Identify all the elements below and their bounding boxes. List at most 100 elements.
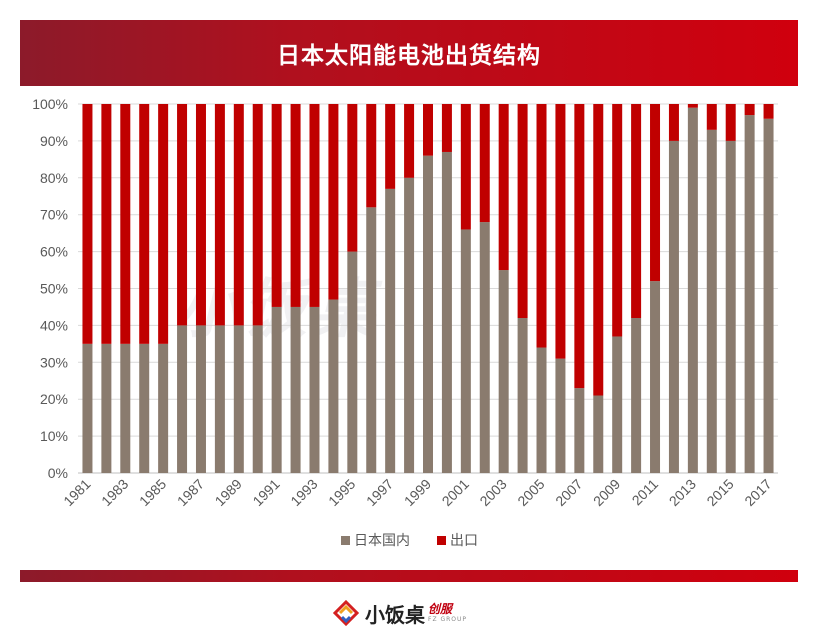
- x-tick-label: 2017: [741, 476, 774, 509]
- bar-export: [517, 104, 528, 319]
- bar-domestic: [82, 343, 93, 473]
- bar-export: [706, 104, 717, 130]
- bar-domestic: [725, 140, 736, 473]
- bar-domestic: [706, 129, 717, 473]
- y-tick-label: 90%: [40, 133, 68, 149]
- bar-domestic: [687, 107, 698, 473]
- x-tick-label: 1999: [401, 476, 434, 509]
- bar-export: [252, 104, 263, 326]
- bar-domestic: [214, 325, 225, 473]
- bar-domestic: [101, 343, 112, 473]
- bar-export: [177, 104, 188, 326]
- bar-export: [82, 104, 93, 344]
- bar-domestic: [498, 270, 509, 473]
- bar-domestic: [555, 358, 566, 473]
- bar-domestic: [404, 177, 415, 474]
- x-tick-label: 2003: [476, 476, 509, 509]
- bar-export: [385, 104, 396, 189]
- bar-domestic: [441, 151, 452, 473]
- bar-export: [668, 104, 679, 141]
- bar-domestic: [177, 325, 188, 473]
- logo-sub: 创服 FZ GROUP: [428, 603, 467, 623]
- x-tick-label: 2011: [629, 476, 662, 509]
- bar-domestic: [347, 251, 358, 473]
- x-tick-label: 1989: [212, 476, 245, 509]
- bar-export: [460, 104, 471, 230]
- x-tick-label: 1995: [325, 476, 358, 509]
- y-tick-label: 50%: [40, 281, 68, 297]
- bar-domestic: [460, 229, 471, 473]
- y-tick-label: 100%: [32, 96, 68, 112]
- bar-domestic: [650, 281, 661, 473]
- bar-export: [744, 104, 755, 116]
- logo-sub-a: 创服: [428, 602, 453, 616]
- chart-title: 日本太阳能电池出货结构: [277, 43, 541, 69]
- y-tick-label: 0%: [48, 465, 68, 481]
- bar-domestic: [309, 306, 320, 473]
- title-banner: 日本太阳能电池出货结构: [20, 20, 798, 86]
- bar-export: [214, 104, 225, 326]
- bar-domestic: [536, 347, 547, 473]
- bar-domestic: [612, 336, 623, 473]
- legend-swatch-export: [437, 536, 446, 545]
- bar-export: [347, 104, 358, 252]
- x-tick-label: 1987: [174, 476, 207, 509]
- x-tick-label: 2001: [439, 476, 472, 509]
- x-tick-label: 1985: [136, 476, 169, 509]
- bar-domestic: [744, 115, 755, 473]
- bar-export: [725, 104, 736, 141]
- bar-domestic: [574, 388, 585, 473]
- bar-domestic: [233, 325, 244, 473]
- x-tick-label: 2009: [590, 476, 623, 509]
- y-tick-label: 70%: [40, 207, 68, 223]
- bar-export: [195, 104, 206, 326]
- footer-banner: [20, 570, 798, 582]
- bar-export: [536, 104, 547, 348]
- bar-export: [290, 104, 301, 307]
- bar-export: [574, 104, 585, 389]
- bar-export: [271, 104, 282, 307]
- y-tick-label: 20%: [40, 391, 68, 407]
- y-tick-label: 10%: [40, 428, 68, 444]
- bar-domestic: [385, 188, 396, 473]
- bar-domestic: [479, 222, 490, 473]
- bar-domestic: [290, 306, 301, 473]
- y-tick-label: 30%: [40, 354, 68, 370]
- legend-label-export: 出口: [450, 533, 478, 549]
- bar-domestic: [423, 155, 433, 473]
- bar-export: [158, 104, 169, 344]
- bar-export: [479, 104, 490, 223]
- bar-export: [120, 104, 131, 344]
- y-tick-label: 40%: [40, 317, 68, 333]
- bar-domestic: [517, 318, 528, 473]
- bar-domestic: [271, 306, 282, 473]
- bar-export: [423, 104, 433, 156]
- bar-domestic: [668, 140, 679, 473]
- bar-domestic: [631, 318, 642, 473]
- legend-swatch-domestic: [341, 536, 350, 545]
- y-tick-label: 80%: [40, 170, 68, 186]
- bar-export: [101, 104, 112, 344]
- x-tick-label: 2005: [514, 476, 547, 509]
- logo-name: 小饭桌: [365, 602, 425, 627]
- x-tick-label: 2013: [666, 476, 699, 509]
- bar-domestic: [366, 207, 377, 473]
- logo-icon: [333, 600, 359, 626]
- bar-export: [555, 104, 566, 359]
- bar-export: [233, 104, 244, 326]
- bar-export: [593, 104, 604, 396]
- bar-domestic: [195, 325, 206, 473]
- bar-export: [612, 104, 623, 337]
- x-tick-label: 2007: [552, 476, 585, 509]
- bar-export: [404, 104, 415, 178]
- bar-export: [328, 104, 339, 300]
- bar-domestic: [120, 343, 131, 473]
- bar-domestic: [252, 325, 263, 473]
- legend-label-domestic: 日本国内: [354, 533, 410, 549]
- bar-export: [366, 104, 377, 208]
- bar-export: [139, 104, 150, 344]
- bar-domestic: [158, 343, 169, 473]
- x-tick-label: 1991: [249, 476, 282, 509]
- bar-export: [650, 104, 661, 282]
